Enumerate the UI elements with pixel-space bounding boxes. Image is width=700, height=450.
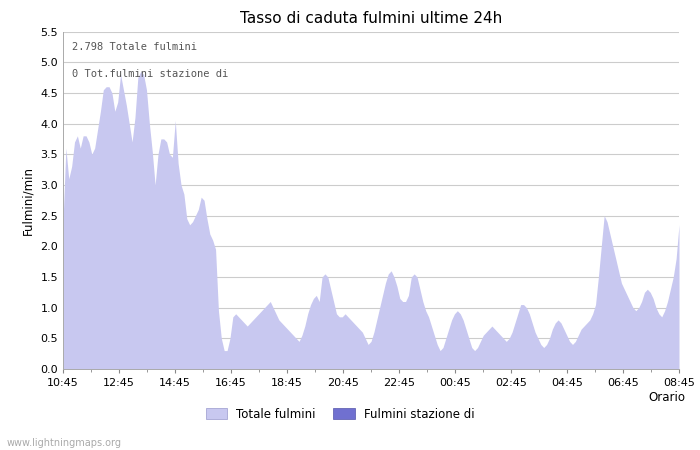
Title: Tasso di caduta fulmini ultime 24h: Tasso di caduta fulmini ultime 24h [240, 11, 502, 26]
Text: www.lightningmaps.org: www.lightningmaps.org [7, 438, 122, 448]
Text: 2.798 Totale fulmini: 2.798 Totale fulmini [72, 42, 197, 52]
Legend: Totale fulmini, Fulmini stazione di: Totale fulmini, Fulmini stazione di [201, 403, 480, 426]
Text: 0 Tot.fulmini stazione di: 0 Tot.fulmini stazione di [72, 68, 228, 79]
Y-axis label: Fulmini/min: Fulmini/min [22, 166, 35, 235]
X-axis label: Orario: Orario [648, 391, 685, 404]
